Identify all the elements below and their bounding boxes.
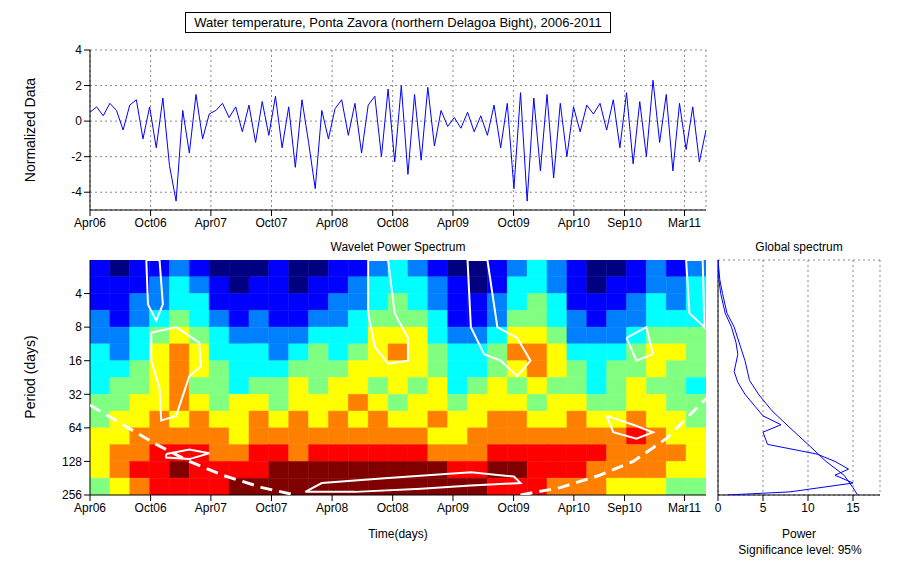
svg-text:Apr06: Apr06 [74,501,106,515]
svg-text:Oct07: Oct07 [255,216,287,230]
svg-text:-4: -4 [71,185,82,199]
svg-text:10: 10 [801,501,815,515]
svg-text:Sep10: Sep10 [607,501,642,515]
html-text:Time(days): Time(days) [368,527,428,541]
html-text:Water temperature, Ponta Zavor: Water temperature, Ponta Zavora (norther… [194,15,602,30]
html-text:Power: Power [782,527,816,541]
html-text:Period (days): Period (days) [22,335,38,419]
html-text:Normalized Data: Normalized Data [22,77,38,183]
html-text:Wavelet Power Spectrum: Wavelet Power Spectrum [330,240,466,254]
html-text:Global spectrum: Global spectrum [755,240,843,254]
svg-text:Oct09: Oct09 [498,216,530,230]
svg-text:Apr07: Apr07 [195,501,227,515]
svg-text:2: 2 [75,79,82,93]
svg-text:Oct08: Oct08 [377,501,409,515]
svg-text:64: 64 [69,421,83,435]
svg-text:8: 8 [75,320,82,334]
svg-text:Oct07: Oct07 [255,501,287,515]
svg-text:Apr08: Apr08 [316,501,348,515]
svg-text:Apr07: Apr07 [195,216,227,230]
svg-text:Apr09: Apr09 [437,216,469,230]
svg-text:Apr08: Apr08 [316,216,348,230]
svg-text:Apr09: Apr09 [437,501,469,515]
svg-text:Apr06: Apr06 [74,216,106,230]
svg-text:Oct09: Oct09 [498,501,530,515]
svg-text:4: 4 [75,287,82,301]
svg-text:0: 0 [715,501,722,515]
svg-text:-2: -2 [71,150,82,164]
svg-text:Oct06: Oct06 [135,501,167,515]
svg-text:15: 15 [846,501,860,515]
svg-text:Apr10: Apr10 [558,501,590,515]
svg-text:Apr10: Apr10 [558,216,590,230]
svg-text:4: 4 [75,43,82,57]
svg-text:Oct08: Oct08 [377,216,409,230]
svg-text:5: 5 [760,501,767,515]
svg-text:16: 16 [69,354,83,368]
svg-text:Mar11: Mar11 [668,501,701,515]
svg-text:Sep10: Sep10 [607,216,642,230]
svg-text:128: 128 [62,455,82,469]
svg-text:Mar11: Mar11 [668,216,701,230]
html-text:Significance level: 95%: Significance level: 95% [738,543,862,557]
svg-text:Oct06: Oct06 [135,216,167,230]
svg-text:32: 32 [69,388,83,402]
svg-text:0: 0 [75,114,82,128]
svg-text:256: 256 [62,488,82,502]
